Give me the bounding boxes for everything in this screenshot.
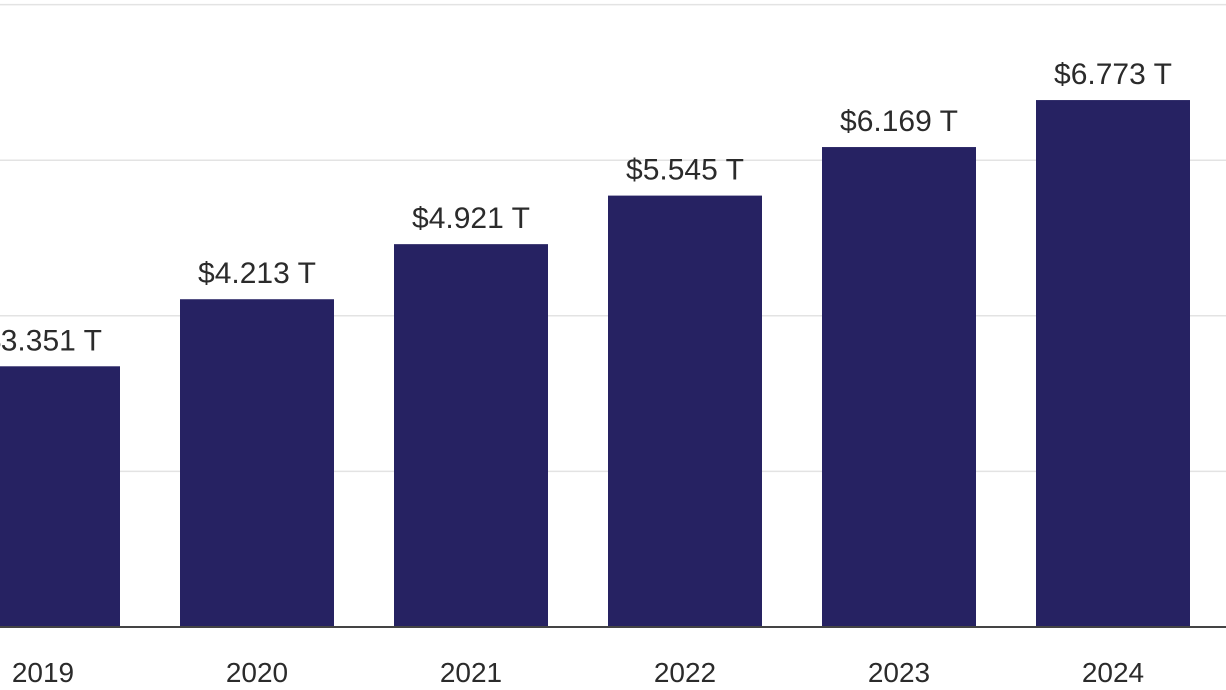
bar-2021 (394, 244, 548, 628)
bar-2023 (822, 147, 976, 627)
data-label-2023: $6.169 T (840, 105, 958, 138)
x-tick-label-2023: 2023 (868, 657, 930, 688)
x-tick-label-2024: 2024 (1082, 657, 1144, 688)
x-tick-label-2021: 2021 (440, 657, 502, 688)
bar-2024 (1036, 100, 1190, 627)
x-tick-label-2019: 2019 (12, 657, 74, 688)
data-labels: $3.351 T $4.213 T $4.921 T $5.545 T $6.169 T… (0, 58, 1172, 357)
data-label-2019: $3.351 T (0, 324, 102, 357)
data-label-2020: $4.213 T (198, 257, 316, 290)
data-label-2021: $4.921 T (412, 202, 530, 235)
x-axis: 2019 2020 2021 2022 2023 2024 (0, 626, 1226, 688)
bar-2019 (0, 366, 120, 627)
data-label-2022: $5.545 T (626, 154, 744, 187)
x-tick-label-2022: 2022 (654, 657, 716, 688)
bar-2020 (180, 299, 334, 627)
data-label-2024: $6.773 T (1054, 58, 1172, 91)
bar-2022 (608, 195, 762, 627)
bars (0, 100, 1190, 628)
x-tick-label-2020: 2020 (226, 657, 288, 688)
